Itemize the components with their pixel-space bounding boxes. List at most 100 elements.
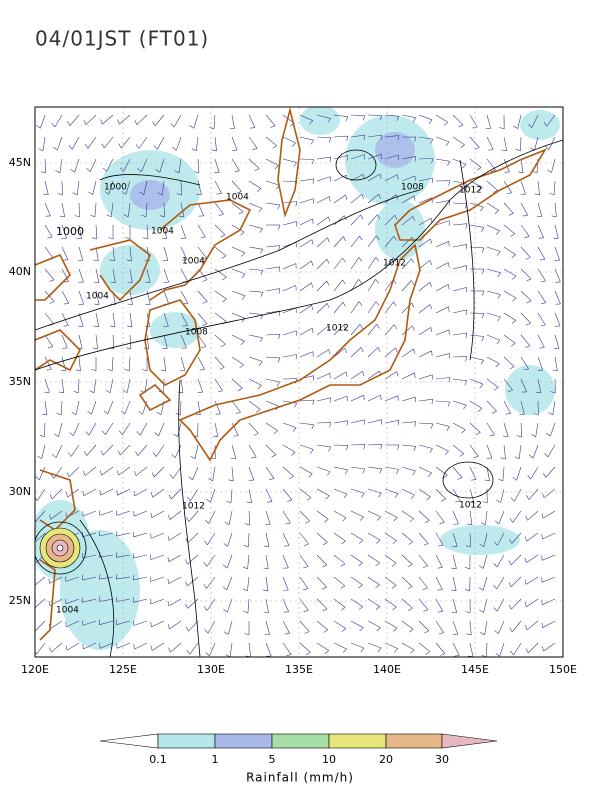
wind-barb [214, 202, 224, 215]
wind-barb [134, 642, 148, 650]
wind-barb [265, 310, 280, 314]
wind-barb [214, 400, 221, 415]
wind-barb [520, 400, 525, 415]
wind-barb-flag [525, 648, 529, 654]
wind-barb [550, 422, 556, 437]
isobar-label: 1004 [86, 292, 109, 302]
wind-barb [367, 510, 381, 518]
wind-barb-flag [496, 230, 500, 235]
wind-barb-flag [423, 609, 429, 612]
wind-barb [44, 312, 54, 325]
wind-barb-flag [363, 419, 365, 425]
wind-barb [350, 235, 360, 248]
wind-barb-flag [465, 356, 468, 362]
wind-barb-flag [508, 560, 512, 566]
wind-barb [503, 202, 514, 214]
wind-barb-flag [102, 430, 106, 435]
wind-barb [248, 202, 263, 209]
wind-barb-flag [108, 237, 114, 240]
wind-barb-flag [465, 545, 471, 548]
wind-barb [486, 378, 499, 388]
wind-barb-flag [84, 451, 88, 456]
wind-barb [486, 422, 495, 436]
wind-barb [418, 197, 433, 204]
wind-barb-flag [306, 497, 312, 501]
wind-barb [418, 642, 431, 652]
wind-barb [134, 488, 148, 497]
wind-barb [282, 488, 293, 500]
wind-barb-flag [408, 607, 413, 611]
wind-barb [213, 114, 216, 130]
wind-barb [401, 488, 415, 496]
wind-barb [265, 245, 280, 248]
wind-barb-flag [167, 624, 170, 630]
wind-barb-flag [431, 350, 433, 356]
wind-barb [537, 290, 546, 303]
wind-barb [120, 444, 131, 456]
wind-barb [153, 466, 165, 478]
wind-barb [247, 554, 250, 569]
wind-barb [526, 554, 539, 563]
wind-barb [112, 312, 116, 327]
wind-barb-flag [176, 193, 182, 196]
wind-barb [537, 202, 543, 217]
wind-barb [350, 444, 366, 446]
wind-barb-flag [105, 389, 111, 393]
wind-barb-flag [480, 207, 484, 212]
wind-barb [214, 158, 220, 173]
wind-barb-flag [512, 275, 517, 280]
wind-barb-flag [70, 169, 75, 173]
wind-barb-flag [455, 500, 461, 503]
wind-barb [36, 642, 46, 655]
wind-barb-flag [328, 349, 331, 355]
wind-barb [511, 532, 522, 544]
wind-barb [316, 373, 330, 380]
wind-barb [367, 301, 377, 314]
wind-barb-flag [294, 402, 298, 408]
wind-barb [150, 576, 165, 582]
wind-barb-flag [305, 652, 311, 656]
wind-barb [95, 312, 99, 327]
wind-barb-flag [167, 535, 170, 541]
wind-barb [93, 378, 97, 393]
wind-barb [265, 136, 278, 147]
wind-barb-flag [375, 301, 380, 306]
wind-barb [333, 532, 346, 542]
wind-barb [520, 422, 523, 438]
wind-barb-flag [186, 517, 190, 522]
wind-barb [482, 554, 488, 569]
wind-barb [61, 312, 69, 326]
wind-barb-flag [167, 556, 169, 562]
wind-barb-flag [199, 369, 205, 371]
wind-barb-flag [524, 536, 527, 542]
wind-barb [299, 198, 314, 204]
wind-barb [514, 488, 522, 502]
wind-barb [197, 158, 200, 174]
wind-barb [248, 334, 263, 339]
wind-barb [187, 598, 199, 609]
wind-barb [401, 554, 413, 565]
wind-barb [78, 290, 84, 305]
wind-barb-flag [375, 584, 380, 589]
wind-barb-flag [284, 633, 290, 635]
wind-barb [452, 444, 464, 455]
wind-barb-flag [122, 389, 128, 393]
wind-barb [350, 466, 365, 470]
wind-barb-flag [185, 581, 188, 587]
wind-barb-flag [133, 490, 136, 496]
wind-barb-flag [233, 435, 239, 437]
wind-barb-flag [205, 652, 210, 657]
wind-barb-flag [531, 434, 536, 438]
wind-barb [231, 466, 234, 481]
wind-barb [435, 220, 450, 226]
wind-barb-flag [493, 563, 498, 568]
wind-barb-flag [501, 149, 507, 151]
wind-barb [180, 246, 188, 260]
wind-barb [452, 554, 457, 569]
wind-barb-flag [150, 645, 153, 651]
wind-barb [231, 180, 242, 192]
wind-barb [78, 224, 82, 239]
wind-barb-flag [278, 334, 281, 340]
wind-barb-flag [431, 399, 434, 405]
wind-barb [503, 356, 515, 367]
